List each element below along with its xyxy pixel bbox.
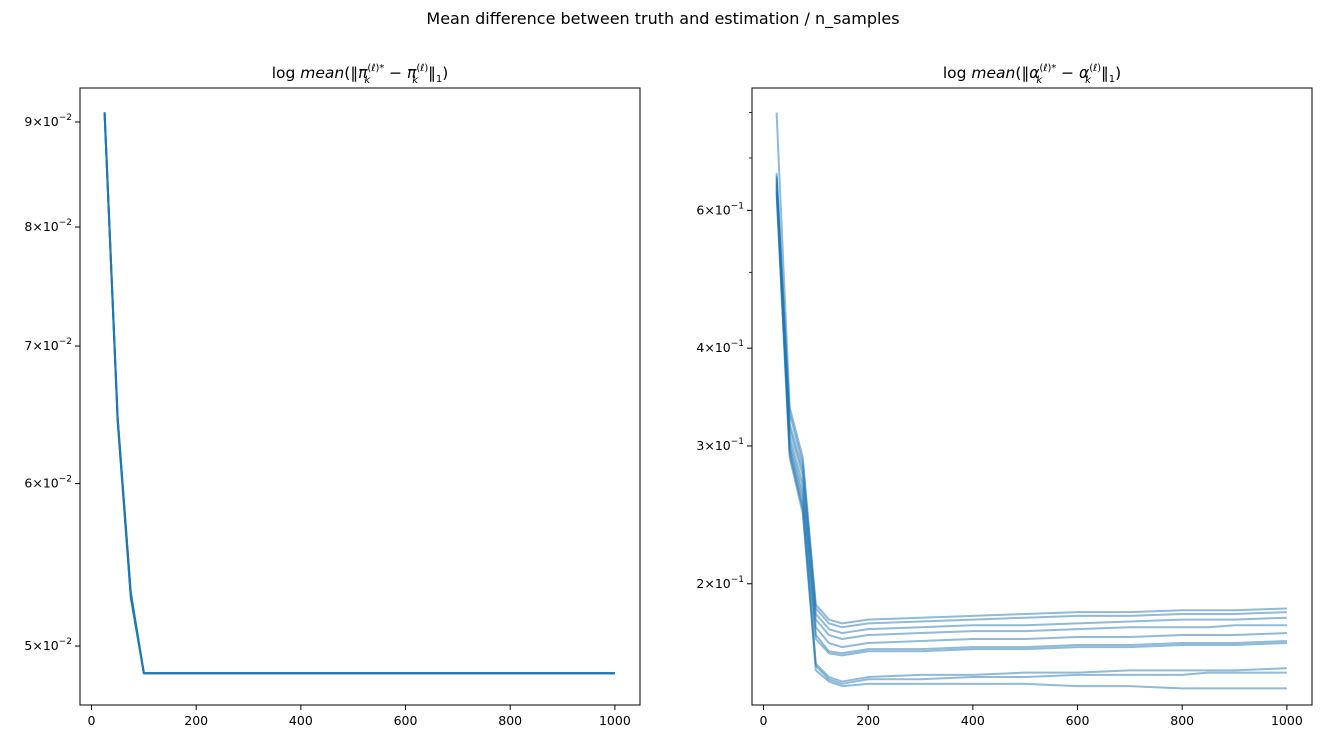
x-tick-label: 400 [289, 713, 313, 728]
right-subplot: 0 200 400 600 800 1000 2×10−1 3×10−1 4×10−1 6×10−… [696, 63, 1313, 728]
series-line-10 [775, 193, 1287, 690]
series-line-5 [775, 180, 1287, 649]
series-line-8 [775, 188, 1287, 683]
y-tick-label: 3×10−1 [696, 437, 744, 453]
y-tick-label: 9×10−2 [24, 113, 72, 129]
series-line-1 [775, 112, 1287, 625]
series-line-2 [103, 114, 615, 675]
x-tick-label: 200 [184, 713, 208, 728]
x-tick-label: 0 [760, 713, 768, 728]
x-tick-label: 800 [1170, 713, 1194, 728]
y-tick-label: 2×10−1 [696, 575, 744, 591]
x-tick-label: 800 [498, 713, 522, 728]
y-tick-label: 5×10−2 [24, 637, 72, 653]
series-line-4 [775, 177, 1287, 641]
x-axis: 0 200 400 600 800 1000 [88, 705, 631, 728]
series-line-3 [775, 175, 1287, 635]
y-tick-label: 6×10−2 [24, 474, 72, 490]
series-line-2 [775, 172, 1287, 629]
axes-frame [79, 87, 641, 706]
x-tick-label: 200 [856, 713, 880, 728]
x-tick-label: 600 [1066, 713, 1090, 728]
axes-frame [751, 87, 1313, 706]
x-tick-label: 600 [394, 713, 418, 728]
y-tick-label: 6×10−1 [696, 201, 744, 217]
x-tick-label: 0 [88, 713, 96, 728]
subplot-title: log mean(‖α(ℓ)* k − α(ℓ) k ‖1) [943, 63, 1121, 86]
series-line-1 [103, 112, 615, 675]
series-lines [103, 112, 615, 675]
series-lines [775, 112, 1287, 690]
series-line-6 [775, 183, 1287, 655]
x-tick-label: 1000 [599, 713, 631, 728]
x-tick-label: 400 [961, 713, 985, 728]
figure-suptitle: Mean difference between truth and estima… [426, 9, 899, 29]
y-axis: 2×10−1 3×10−1 4×10−1 6×10−1 [696, 112, 752, 591]
series-line-3 [103, 113, 615, 675]
y-axis: 5×10−2 6×10−2 7×10−2 8×10−2 9×10−2 [24, 113, 80, 653]
y-tick-label: 8×10−2 [24, 218, 72, 234]
y-tick-label: 7×10−2 [24, 337, 72, 353]
y-tick-label: 4×10−1 [696, 339, 744, 355]
subplot-title: log mean(‖π(ℓ)* k − π(ℓ) k ‖1) [272, 63, 449, 86]
x-axis: 0 200 400 600 800 1000 [760, 705, 1303, 728]
series-line-7 [775, 185, 1287, 657]
left-subplot: 0 200 400 600 800 1000 5×10−2 6×10−2 7×10−2 8×10−… [24, 63, 641, 728]
x-tick-label: 1000 [1271, 713, 1303, 728]
